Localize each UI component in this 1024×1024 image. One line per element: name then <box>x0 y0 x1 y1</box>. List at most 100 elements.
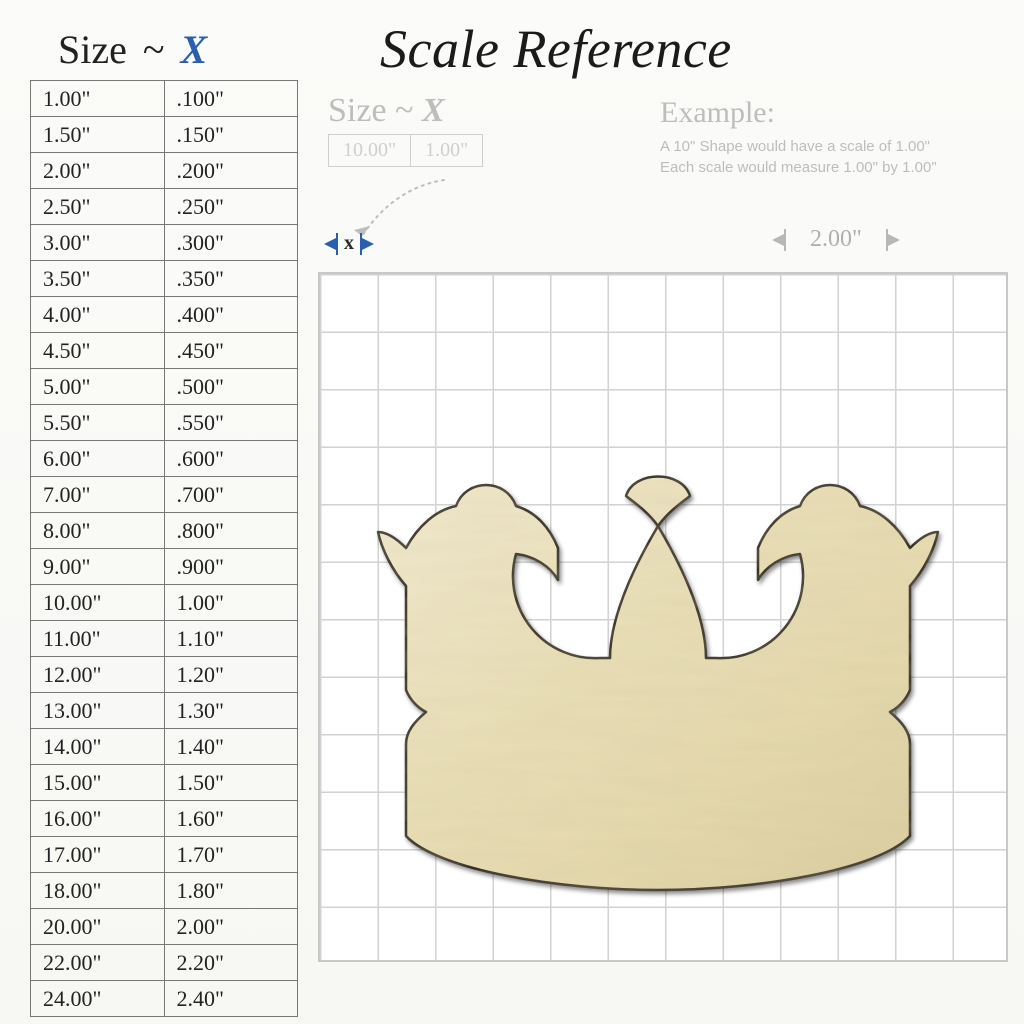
arrow-right-icon <box>324 238 336 250</box>
size-cell: 8.00" <box>31 513 165 549</box>
x-cell: .800" <box>164 513 298 549</box>
size-word: Size <box>58 27 127 72</box>
size-cell: 10.00" <box>31 585 165 621</box>
table-row: 16.00"1.60" <box>31 801 298 837</box>
x-cell: 1.60" <box>164 801 298 837</box>
size-cell: 11.00" <box>31 621 165 657</box>
two-inch-indicator: 2.00" <box>770 226 902 253</box>
mini-x-letter: X <box>422 92 445 129</box>
size-cell: 13.00" <box>31 693 165 729</box>
mini-separator: ~ <box>395 92 413 129</box>
table-row: 5.00".500" <box>31 369 298 405</box>
x-scale-indicator: x <box>320 232 378 255</box>
x-cell: .300" <box>164 225 298 261</box>
size-cell: 15.00" <box>31 765 165 801</box>
mini-example-table: 10.00" 1.00" <box>328 134 483 167</box>
table-row: 3.00".300" <box>31 225 298 261</box>
example-block: Example: A 10" Shape would have a scale … <box>660 96 937 178</box>
size-cell: 1.00" <box>31 81 165 117</box>
x-cell: 1.00" <box>164 585 298 621</box>
size-cell: 12.00" <box>31 657 165 693</box>
x-cell: .450" <box>164 333 298 369</box>
x-cell: .200" <box>164 153 298 189</box>
page-title: Scale Reference <box>380 18 732 80</box>
size-cell: 17.00" <box>31 837 165 873</box>
example-line-1: A 10" Shape would have a scale of 1.00" <box>660 136 937 157</box>
size-cell: 22.00" <box>31 945 165 981</box>
table-row: 15.00"1.50" <box>31 765 298 801</box>
example-heading: Example: <box>660 96 937 130</box>
mini-size-x-header: Size ~ X <box>328 92 445 130</box>
arrow-left-icon <box>888 234 900 246</box>
x-cell: 1.40" <box>164 729 298 765</box>
table-row: 18.00"1.80" <box>31 873 298 909</box>
size-cell: 5.00" <box>31 369 165 405</box>
x-cell: 1.50" <box>164 765 298 801</box>
arrow-right-icon <box>772 234 784 246</box>
two-inch-label: 2.00" <box>786 226 886 253</box>
crown-shape <box>358 430 958 900</box>
mini-cell-x: 1.00" <box>411 134 483 167</box>
size-separator: ~ <box>137 27 171 72</box>
table-row: 6.00".600" <box>31 441 298 477</box>
table-row: 17.00"1.70" <box>31 837 298 873</box>
x-cell: .150" <box>164 117 298 153</box>
x-cell: .250" <box>164 189 298 225</box>
mini-size-word: Size <box>328 92 387 129</box>
size-cell: 4.50" <box>31 333 165 369</box>
size-cell: 4.00" <box>31 297 165 333</box>
table-row: 3.50".350" <box>31 261 298 297</box>
x-cell: 1.80" <box>164 873 298 909</box>
x-cell: .350" <box>164 261 298 297</box>
table-row: 5.50".550" <box>31 405 298 441</box>
size-cell: 7.00" <box>31 477 165 513</box>
x-cell: 1.30" <box>164 693 298 729</box>
table-row: 20.00"2.00" <box>31 909 298 945</box>
table-row: 11.00"1.10" <box>31 621 298 657</box>
x-cell: .400" <box>164 297 298 333</box>
arrow-left-icon <box>362 238 374 250</box>
table-row: 13.00"1.30" <box>31 693 298 729</box>
table-row: 9.00".900" <box>31 549 298 585</box>
x-cell: 1.20" <box>164 657 298 693</box>
size-cell: 16.00" <box>31 801 165 837</box>
table-row: 14.00"1.40" <box>31 729 298 765</box>
size-cell: 20.00" <box>31 909 165 945</box>
size-cell: 9.00" <box>31 549 165 585</box>
table-row: 4.00".400" <box>31 297 298 333</box>
x-cell: .700" <box>164 477 298 513</box>
size-cell: 1.50" <box>31 117 165 153</box>
table-row: 1.00".100" <box>31 81 298 117</box>
x-cell: .500" <box>164 369 298 405</box>
table-row: 10.00"1.00" <box>31 585 298 621</box>
size-cell: 3.50" <box>31 261 165 297</box>
table-row: 4.50".450" <box>31 333 298 369</box>
table-row: 1.50".150" <box>31 117 298 153</box>
table-row: 24.00"2.40" <box>31 981 298 1017</box>
x-cell: .550" <box>164 405 298 441</box>
size-cell: 5.50" <box>31 405 165 441</box>
example-line-2: Each scale would measure 1.00" by 1.00" <box>660 157 937 178</box>
x-cell: 2.20" <box>164 945 298 981</box>
size-cell: 18.00" <box>31 873 165 909</box>
size-cell: 24.00" <box>31 981 165 1017</box>
x-indicator-label: x <box>338 232 360 255</box>
scale-table: 1.00".100"1.50".150"2.00".200"2.50".250"… <box>30 80 298 1017</box>
x-cell: .100" <box>164 81 298 117</box>
size-cell: 2.00" <box>31 153 165 189</box>
table-row: 2.00".200" <box>31 153 298 189</box>
size-x-header: Size ~ X <box>58 26 207 73</box>
x-cell: .600" <box>164 441 298 477</box>
x-cell: 2.00" <box>164 909 298 945</box>
size-cell: 14.00" <box>31 729 165 765</box>
crown-path <box>378 477 938 891</box>
x-cell: .900" <box>164 549 298 585</box>
mini-cell-size: 10.00" <box>328 134 411 167</box>
x-cell: 1.70" <box>164 837 298 873</box>
table-row: 7.00".700" <box>31 477 298 513</box>
x-cell: 1.10" <box>164 621 298 657</box>
x-cell: 2.40" <box>164 981 298 1017</box>
size-cell: 6.00" <box>31 441 165 477</box>
table-row: 2.50".250" <box>31 189 298 225</box>
table-row: 12.00"1.20" <box>31 657 298 693</box>
